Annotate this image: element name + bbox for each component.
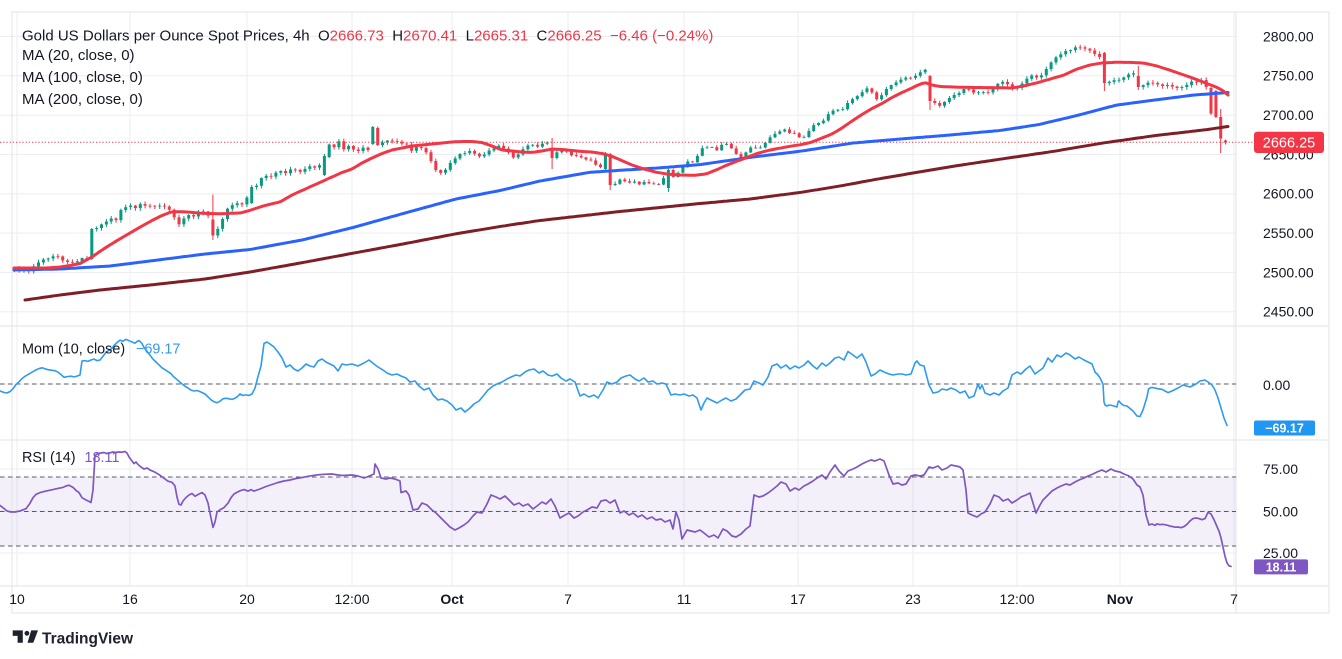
svg-text:Mom (10, close): Mom (10, close) (22, 342, 125, 358)
svg-text:12:00: 12:00 (334, 591, 369, 607)
svg-text:2550.00: 2550.00 (1263, 225, 1314, 241)
svg-text:17: 17 (790, 591, 806, 607)
svg-text:MA (200, close, 0): MA (200, close, 0) (22, 91, 143, 108)
svg-text:75.00: 75.00 (1263, 461, 1298, 477)
svg-text:−69.17: −69.17 (136, 342, 180, 358)
svg-text:12:00: 12:00 (999, 591, 1034, 607)
svg-text:25.00: 25.00 (1263, 545, 1298, 561)
svg-text:MA (20, close, 0): MA (20, close, 0) (22, 47, 135, 64)
svg-text:−69.17: −69.17 (1265, 422, 1304, 436)
svg-text:Nov: Nov (1107, 591, 1134, 607)
svg-text:18.11: 18.11 (1266, 561, 1297, 575)
svg-text:Oct: Oct (440, 591, 464, 607)
svg-text:2500.00: 2500.00 (1263, 264, 1314, 280)
svg-text:7: 7 (1230, 591, 1238, 607)
svg-text:RSI (14): RSI (14) (22, 450, 76, 466)
svg-text:2666.25: 2666.25 (1263, 136, 1315, 152)
svg-text:TradingView: TradingView (42, 631, 134, 648)
svg-text:10: 10 (9, 591, 25, 607)
svg-text:Gold US Dollars per Ounce Spot: Gold US Dollars per Ounce Spot Prices, 4… (22, 28, 713, 45)
svg-text:7: 7 (564, 591, 572, 607)
svg-text:2450.00: 2450.00 (1263, 304, 1314, 320)
svg-text:MA (100, close, 0): MA (100, close, 0) (22, 69, 143, 86)
svg-text:11: 11 (677, 591, 692, 607)
svg-text:23: 23 (905, 591, 921, 607)
svg-text:2600.00: 2600.00 (1263, 186, 1314, 202)
svg-text:2800.00: 2800.00 (1263, 28, 1314, 44)
svg-text:2750.00: 2750.00 (1263, 68, 1314, 84)
svg-text:2700.00: 2700.00 (1263, 107, 1314, 123)
svg-text:0.00: 0.00 (1263, 377, 1290, 393)
svg-text:20: 20 (239, 591, 255, 607)
svg-text:18.11: 18.11 (85, 450, 120, 466)
svg-text:50.00: 50.00 (1263, 503, 1298, 519)
svg-text:16: 16 (122, 591, 138, 607)
